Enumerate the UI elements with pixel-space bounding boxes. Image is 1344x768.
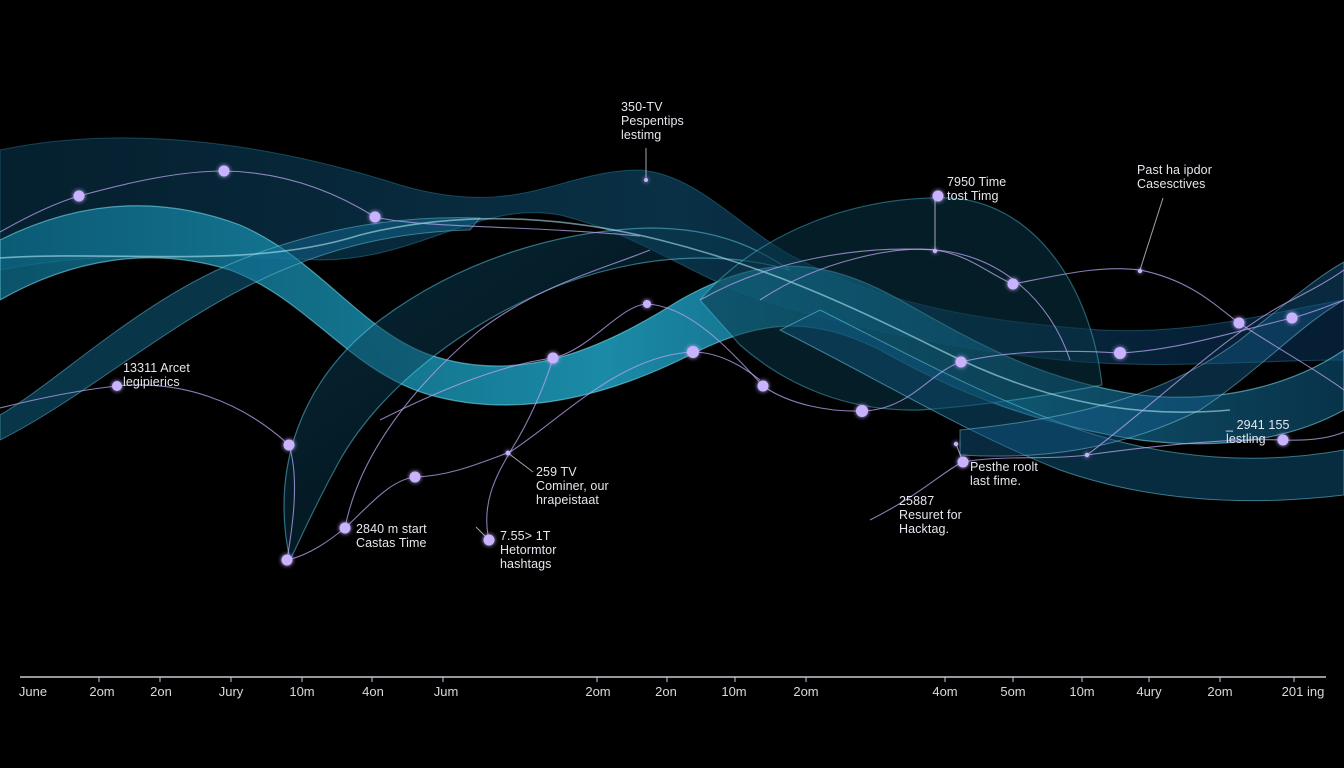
- data-point[interactable]: [547, 352, 559, 364]
- data-point[interactable]: [856, 405, 868, 417]
- thread-arc-a: [344, 249, 651, 529]
- x-tick-label: 4ury: [1136, 684, 1162, 699]
- data-point[interactable]: [73, 190, 85, 202]
- data-point[interactable]: [955, 356, 967, 368]
- annotation-label: Past ha ipdor Casesctives: [1137, 163, 1212, 191]
- data-point[interactable]: [1114, 347, 1126, 359]
- ribbon-dome-right: [699, 197, 1103, 411]
- x-tick-label: 10m: [721, 684, 747, 699]
- thread-layer: [0, 170, 1344, 561]
- ribbon-rising-right: [959, 261, 1344, 457]
- x-tick-label: 2on: [655, 684, 677, 699]
- data-point[interactable]: [643, 300, 651, 308]
- x-tick-label: 4om: [932, 684, 958, 699]
- leader-a3: [1139, 197, 1164, 271]
- x-tick-label: 4on: [362, 684, 384, 699]
- x-tick-label: 10m: [289, 684, 315, 699]
- data-point[interactable]: [283, 439, 295, 451]
- leader-lines: [475, 148, 1164, 541]
- x-axis-ticks: [98, 677, 1295, 682]
- data-point[interactable]: [218, 165, 230, 177]
- data-point[interactable]: [687, 346, 699, 358]
- annotation-label: 7.55> 1T Hetormtor hashtags: [500, 529, 557, 571]
- data-point[interactable]: [369, 211, 381, 223]
- x-tick-label: June: [18, 684, 48, 699]
- x-tick-label: 2om: [585, 684, 611, 699]
- thread-left-loop: [0, 384, 296, 561]
- leader-a6: [507, 452, 534, 473]
- thread-right-rise: [1086, 269, 1344, 456]
- x-axis: [20, 676, 1326, 682]
- annotation-label: 25887 Resuret for Hacktag.: [899, 494, 962, 536]
- thread-right-upper: [759, 248, 1344, 391]
- data-point[interactable]: [932, 190, 944, 202]
- data-point[interactable]: [505, 450, 511, 456]
- x-tick-label: 5om: [1000, 684, 1026, 699]
- data-point[interactable]: [1286, 312, 1298, 324]
- annotation-label: _ 2941 155 lestling: [1226, 418, 1290, 446]
- x-tick-label: Jum: [433, 684, 459, 699]
- x-tick-label: 2om: [89, 684, 115, 699]
- data-point[interactable]: [644, 178, 648, 182]
- data-point[interactable]: [483, 534, 495, 546]
- data-point[interactable]: [1277, 434, 1289, 446]
- data-point[interactable]: [1007, 278, 1019, 290]
- annotation-label: 13311 Arcet legipierics: [123, 361, 190, 389]
- ribbon-layer: [0, 137, 1344, 562]
- ribbon-lower-right: [778, 309, 1344, 502]
- x-tick-label: 201 ing: [1281, 684, 1325, 699]
- data-point[interactable]: [1233, 317, 1245, 329]
- annotation-label: Pesthe roolt last fime.: [970, 460, 1038, 488]
- data-point[interactable]: [957, 456, 969, 468]
- annotation-label: 350-TV Pespentips lestimg: [621, 100, 684, 142]
- data-point[interactable]: [932, 248, 938, 254]
- ribbon-left-thin: [0, 217, 482, 441]
- data-point[interactable]: [281, 554, 293, 566]
- x-tick-label: 2on: [150, 684, 172, 699]
- x-tick-label: 2om: [1207, 684, 1233, 699]
- data-point[interactable]: [339, 522, 351, 534]
- data-point[interactable]: [1137, 268, 1143, 274]
- ribbon-highlight: [0, 217, 1231, 413]
- data-point[interactable]: [112, 381, 122, 391]
- data-points: [73, 165, 1298, 566]
- data-point[interactable]: [1084, 452, 1090, 458]
- annotation-label: 2840 m start Castas Time: [356, 522, 427, 550]
- data-point[interactable]: [757, 380, 769, 392]
- thread-upper: [0, 170, 641, 237]
- data-point[interactable]: [409, 471, 421, 483]
- annotation-label: 259 TV Cominer, our hrapeistaat: [536, 465, 609, 507]
- x-tick-label: 2om: [793, 684, 819, 699]
- x-tick-label: Jury: [218, 684, 244, 699]
- annotation-label: 7950 Time tost Timg: [947, 175, 1007, 203]
- data-point[interactable]: [953, 441, 959, 447]
- x-tick-label: 10m: [1069, 684, 1095, 699]
